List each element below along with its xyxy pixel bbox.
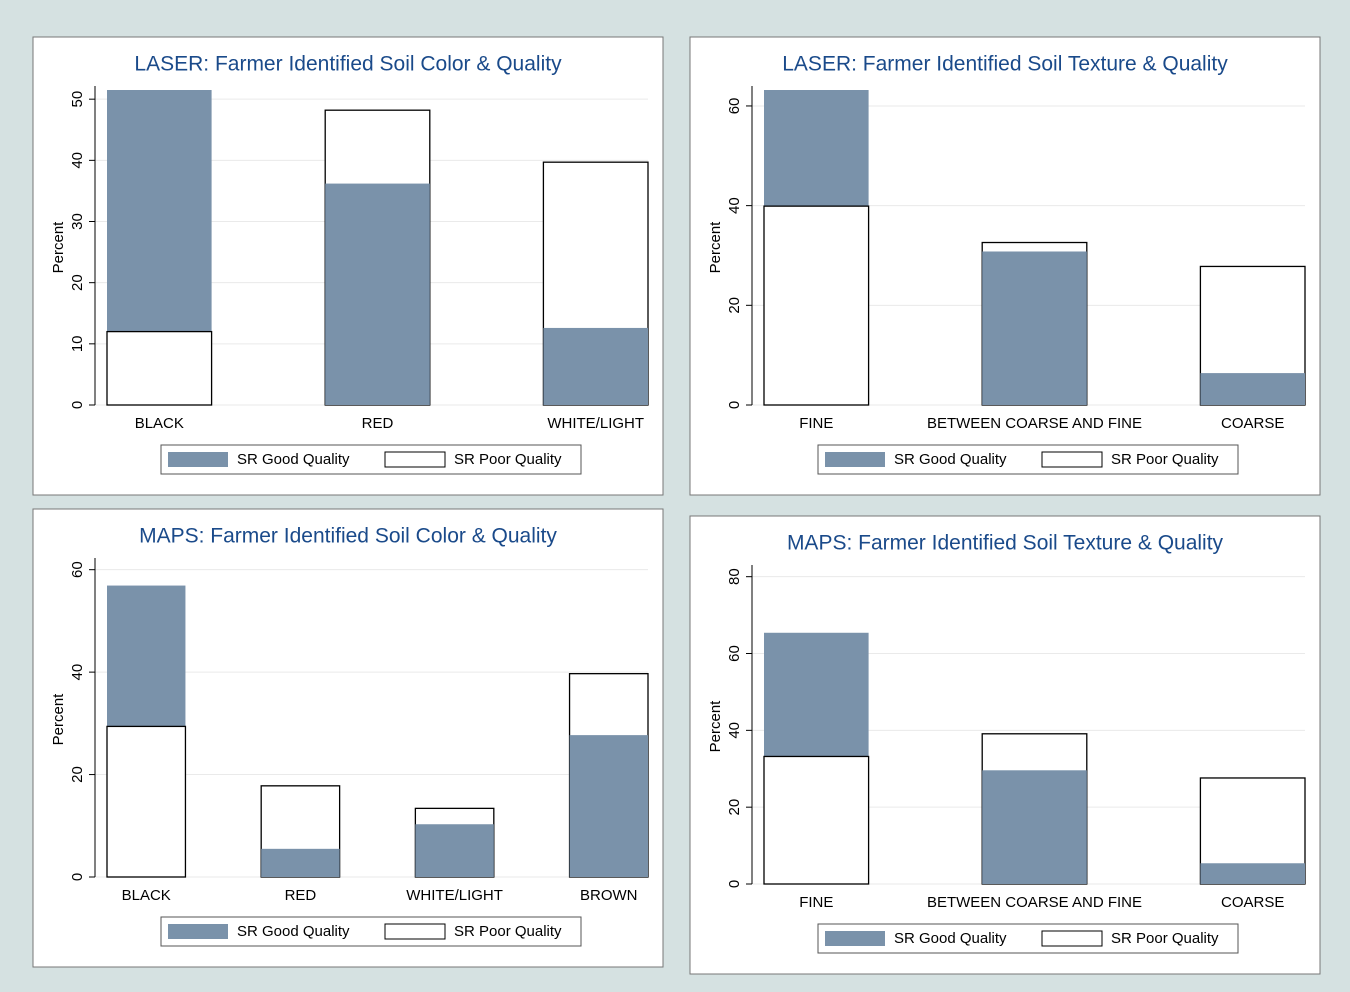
y-tick-label: 20 bbox=[69, 274, 86, 291]
x-tick-label: COARSE bbox=[1221, 415, 1284, 432]
legend-swatch bbox=[1041, 930, 1103, 947]
x-tick-label: FINE bbox=[799, 415, 833, 432]
chart-title: LASER: Farmer Identified Soil Texture & … bbox=[782, 53, 1228, 76]
legend-label: SR Good Quality bbox=[894, 451, 1007, 468]
x-tick-label: WHITE/LIGHT bbox=[547, 415, 644, 432]
bar bbox=[106, 725, 187, 878]
legend-label: SR Poor Quality bbox=[454, 451, 562, 468]
x-tick-label: COARSE bbox=[1221, 894, 1284, 911]
legend-label: SR Good Quality bbox=[237, 923, 350, 940]
x-tick-label: FINE bbox=[799, 894, 833, 911]
legend-swatch bbox=[384, 451, 446, 468]
y-tick-label: 0 bbox=[69, 401, 86, 409]
legend-swatch bbox=[384, 923, 446, 940]
legend-label: SR Good Quality bbox=[237, 451, 350, 468]
legend-label: SR Poor Quality bbox=[454, 923, 562, 940]
y-tick-label: 40 bbox=[726, 197, 743, 214]
y-tick-label: 30 bbox=[69, 213, 86, 230]
x-tick-label: RED bbox=[362, 415, 394, 432]
y-tick-label: 60 bbox=[69, 561, 86, 578]
y-tick-label: 50 bbox=[69, 91, 86, 108]
x-tick-label: WHITE/LIGHT bbox=[406, 887, 503, 904]
x-tick-label: BETWEEN COARSE AND FINE bbox=[927, 894, 1142, 911]
bar bbox=[1200, 373, 1305, 405]
bar bbox=[415, 824, 494, 877]
legend-swatch bbox=[825, 931, 885, 946]
legend-swatch bbox=[1041, 451, 1103, 468]
x-tick-label: BLACK bbox=[135, 415, 184, 432]
y-axis-label: Percent bbox=[50, 221, 67, 274]
legend-label: SR Good Quality bbox=[894, 930, 1007, 947]
bar bbox=[106, 330, 213, 406]
bar bbox=[763, 755, 870, 885]
y-tick-label: 0 bbox=[726, 401, 743, 409]
y-axis-label: Percent bbox=[50, 693, 67, 746]
y-tick-label: 60 bbox=[726, 98, 743, 115]
y-tick-label: 40 bbox=[69, 664, 86, 681]
legend bbox=[817, 923, 1239, 954]
y-tick-label: 40 bbox=[726, 722, 743, 739]
chart-title: MAPS: Farmer Identified Soil Color & Qua… bbox=[139, 525, 557, 548]
legend-swatch bbox=[168, 452, 228, 467]
y-tick-label: 0 bbox=[726, 880, 743, 888]
bar bbox=[543, 327, 648, 405]
chart-title: LASER: Farmer Identified Soil Color & Qu… bbox=[134, 53, 562, 76]
bar bbox=[763, 205, 870, 406]
legend bbox=[160, 916, 582, 947]
y-tick-label: 20 bbox=[726, 297, 743, 314]
y-tick-label: 40 bbox=[69, 152, 86, 169]
legend-swatch bbox=[168, 924, 228, 939]
y-tick-label: 0 bbox=[69, 873, 86, 881]
legend-swatch bbox=[825, 452, 885, 467]
y-tick-label: 80 bbox=[726, 568, 743, 585]
chart-title: MAPS: Farmer Identified Soil Texture & Q… bbox=[787, 532, 1224, 555]
y-tick-label: 10 bbox=[69, 335, 86, 352]
legend bbox=[817, 444, 1239, 475]
y-axis-label: Percent bbox=[707, 700, 724, 753]
legend-label: SR Poor Quality bbox=[1111, 451, 1219, 468]
x-tick-label: BLACK bbox=[122, 887, 171, 904]
legend bbox=[160, 444, 582, 475]
x-tick-label: BETWEEN COARSE AND FINE bbox=[927, 415, 1142, 432]
legend-label: SR Poor Quality bbox=[1111, 930, 1219, 947]
y-tick-label: 20 bbox=[726, 799, 743, 816]
bar bbox=[325, 183, 430, 405]
y-tick-label: 60 bbox=[726, 645, 743, 662]
y-axis-label: Percent bbox=[707, 221, 724, 274]
bar bbox=[1200, 863, 1305, 884]
y-tick-label: 20 bbox=[69, 766, 86, 783]
x-tick-label: RED bbox=[285, 887, 317, 904]
bar bbox=[982, 251, 1087, 405]
bar bbox=[569, 735, 648, 877]
bar bbox=[982, 770, 1087, 884]
x-tick-label: BROWN bbox=[580, 887, 638, 904]
bar bbox=[261, 848, 340, 877]
